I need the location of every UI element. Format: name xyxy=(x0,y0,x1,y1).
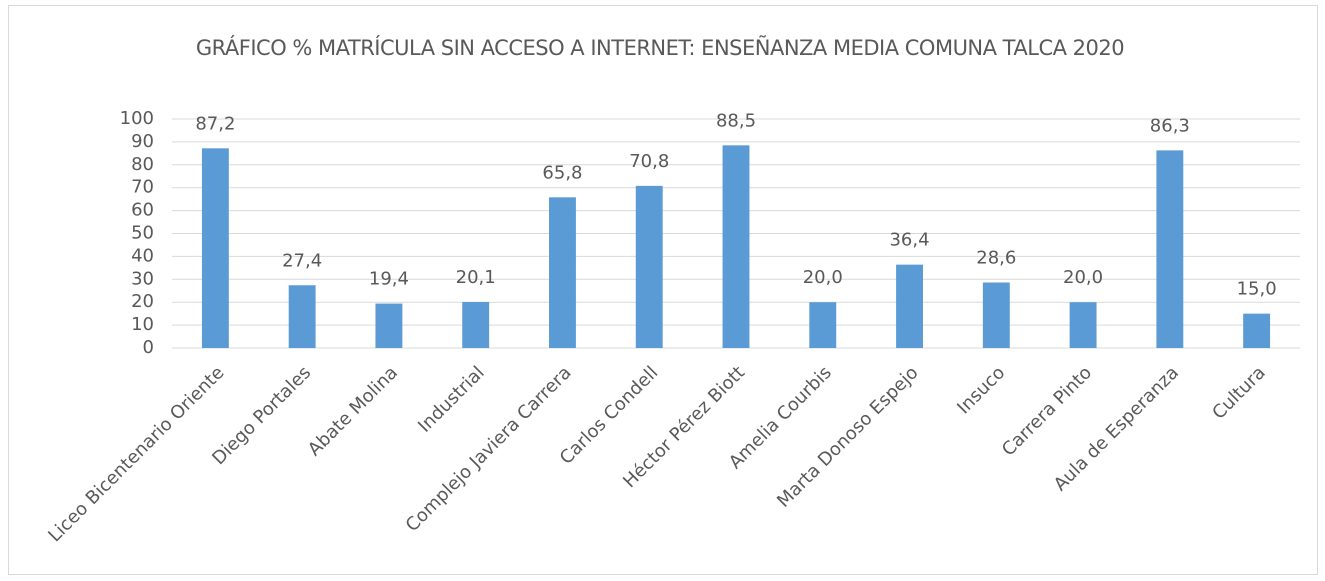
x-tick-label: Insuco xyxy=(953,362,1009,418)
value-label: 88,5 xyxy=(716,110,756,131)
bar xyxy=(288,285,316,348)
chart-frame xyxy=(8,5,1318,575)
y-tick-label: 60 xyxy=(131,200,154,221)
y-tick-label: 70 xyxy=(131,177,154,198)
y-tick-label: 80 xyxy=(131,154,154,175)
bar xyxy=(549,197,576,348)
bar xyxy=(722,145,750,348)
y-tick-label: 100 xyxy=(120,108,154,129)
value-label: 87,2 xyxy=(195,113,235,134)
value-label: 19,4 xyxy=(369,269,409,290)
bar xyxy=(201,148,229,348)
bar xyxy=(635,185,663,348)
bar xyxy=(982,282,1010,348)
value-label: 86,3 xyxy=(1150,115,1190,136)
bar xyxy=(896,264,923,348)
value-label: 65,8 xyxy=(542,162,582,183)
bar xyxy=(462,301,490,348)
value-label: 15,0 xyxy=(1237,279,1277,300)
y-tick-label: 0 xyxy=(143,337,154,358)
bar xyxy=(1069,302,1097,348)
x-tick-label: Abate Molina xyxy=(304,362,402,460)
x-tick-label: Carrera Pinto xyxy=(998,362,1096,460)
value-label: 70,8 xyxy=(629,151,669,172)
value-label: 20,0 xyxy=(1063,267,1103,288)
bar xyxy=(809,302,837,348)
bar xyxy=(375,303,403,348)
value-label: 36,4 xyxy=(889,230,929,251)
y-tick-label: 40 xyxy=(131,245,154,266)
bar xyxy=(1243,313,1271,348)
value-label: 20,0 xyxy=(803,267,843,288)
x-tick-label: Cultura xyxy=(1208,362,1269,423)
value-label: 27,4 xyxy=(282,250,322,271)
y-tick-label: 10 xyxy=(131,314,154,335)
value-label: 20,1 xyxy=(456,267,496,288)
x-tick-label: Marta Donoso Espejo xyxy=(773,362,923,512)
y-tick-label: 90 xyxy=(131,131,154,152)
x-tick-label: Liceo Bicentenario Oriente xyxy=(44,362,228,546)
x-tick-label: Industrial xyxy=(414,362,489,437)
y-tick-label: 20 xyxy=(131,291,154,312)
value-label: 28,6 xyxy=(976,248,1016,269)
bar xyxy=(1156,150,1184,348)
y-tick-label: 30 xyxy=(131,268,154,289)
y-tick-label: 50 xyxy=(131,223,154,244)
chart-title: GRÁFICO % MATRÍCULA SIN ACCESO A INTERNE… xyxy=(195,36,1125,60)
x-tick-label: Complejo Javiera Carrera xyxy=(402,362,576,536)
